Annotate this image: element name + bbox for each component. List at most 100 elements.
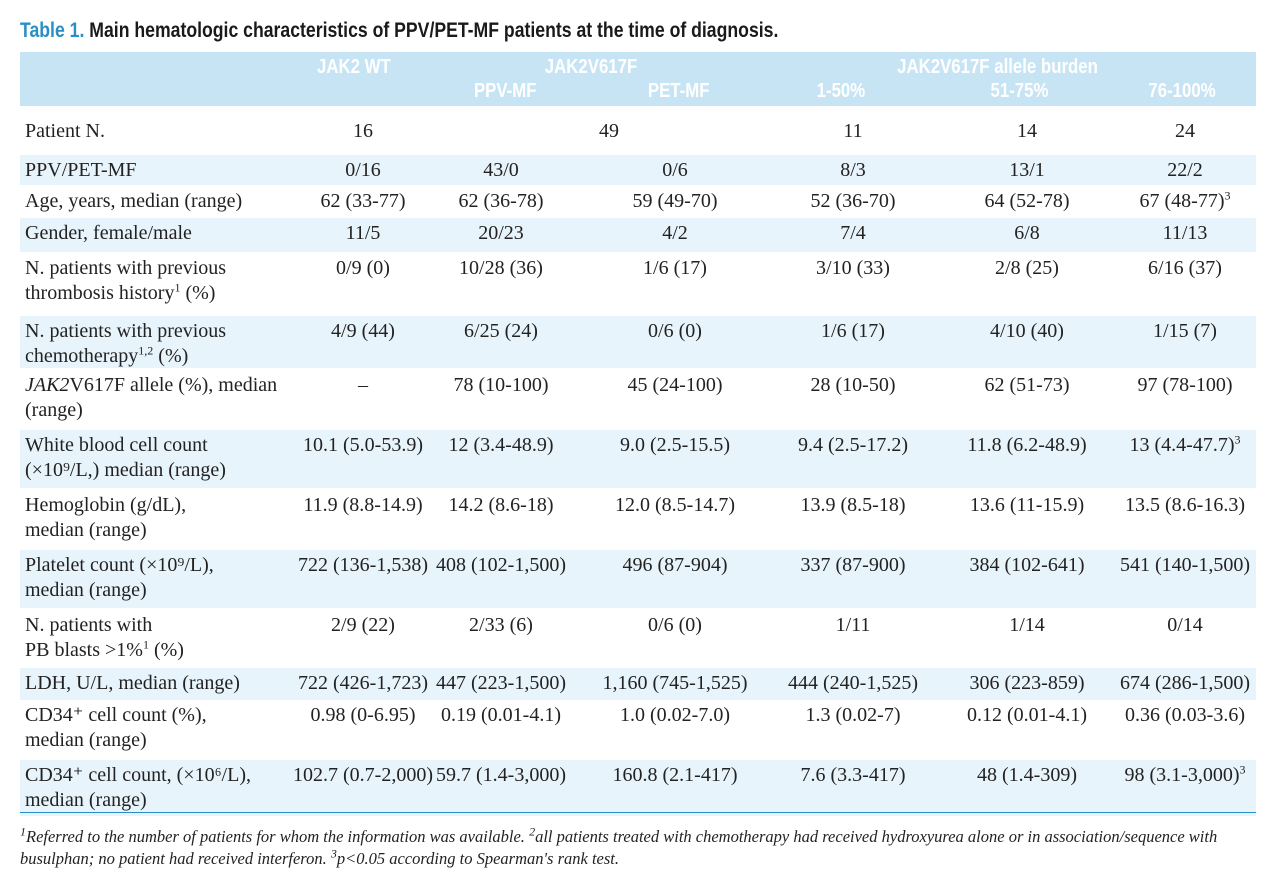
cell-value: 78 (10-100) [453,374,549,396]
row-label: N. patients with previous chemotherapy1,2… [25,319,226,369]
cell-b3: 97 (78-100) [1138,373,1233,398]
cell-wt: 2/9 (22) [331,613,395,638]
cell-value: 1,160 (745-1,525) [602,672,748,694]
table-row: N. patients with PB blasts >1%1 (%) 2/9 (2… [20,610,1256,668]
cell-value: 62 (51-73) [984,374,1070,396]
row-label: JAK2V617F allele (%), median (range) [25,373,277,423]
cell-wt: 722 (136-1,538) [298,553,428,578]
row-label-line: median (range) [25,729,147,751]
row-label-line: Patient N. [25,120,105,142]
cell-value: 67 (48-77) [1139,190,1225,212]
cell-value: 447 (223-1,500) [436,672,566,694]
row-label: Gender, female/male [25,221,192,246]
cell-value: 62 (33-77) [320,190,406,212]
cell-value: 4/10 (40) [990,320,1064,342]
row-label-line: PPV/PET-MF [25,159,137,181]
row-label-line: Hemoglobin (g/dL), [25,494,187,516]
footnote-sup-1: 1 [20,824,26,839]
header-burden-1-50: 1-50% [816,80,866,102]
cell-value: 7/4 [840,222,866,244]
cell-pet: 0/6 (0) [648,613,702,638]
row-label: Age, years, median (range) [25,189,242,214]
cell-value: 0.36 (0.03-3.6) [1125,704,1245,726]
cell-ppv: 12 (3.4-48.9) [449,433,554,458]
cell-ppv: 43/0 [483,158,519,183]
cell-value: 0/9 (0) [336,257,390,279]
cell-b3: 11/13 [1163,221,1208,246]
cell-value: 10/28 (36) [459,257,543,279]
cell-wt: 0/9 (0) [336,256,390,281]
cell-wt: 102.7 (0.7-2,000) [293,763,433,788]
cell-value: 9.4 (2.5-17.2) [798,434,908,456]
cell-value: 11.8 (6.2-48.9) [967,434,1087,456]
cell-value: 11 [843,120,863,142]
cell-value: 45 (24-100) [627,374,723,396]
cell-b2: 11.8 (6.2-48.9) [967,433,1086,458]
header-burden-76-100: 76-100% [1148,80,1216,102]
row-label-line: thrombosis history [25,282,175,304]
cell-value: 541 (140-1,500) [1120,554,1250,576]
cell-value: 64 (52-78) [984,190,1070,212]
cell-value: 6/25 (24) [464,320,538,342]
cell-pet: 4/2 [662,221,688,246]
row-label-line: Gender, female/male [25,222,192,244]
cell-b2: 64 (52-78) [985,189,1070,214]
cell-b2: 62 (51-73) [985,373,1070,398]
row-label: CD34⁺ cell count, (×10⁶/L), median (range… [25,763,251,813]
cell-value: 337 (87-900) [800,554,906,576]
cell-b1: 1/6 (17) [821,319,885,344]
cell-sup: 3 [1239,762,1246,777]
table-row: Gender, female/male 11/5 20/23 4/2 7/4 6/8 11/… [20,218,1256,252]
cell-b3: 24 [1175,119,1195,144]
cell-value: 0/14 [1167,614,1203,636]
cell-value: 24 [1175,120,1195,142]
cell-ppv: 10/28 (36) [459,256,543,281]
cell-value: 408 (102-1,500) [436,554,566,576]
cell-ppv: 447 (223-1,500) [436,671,566,696]
cell-value: 28 (10-50) [810,374,896,396]
header-allele-burden: JAK2V617F allele burden [897,56,1098,78]
row-label-line: median (range) [25,579,147,601]
row-label-line: median (range) [25,789,147,811]
cell-value: 0/6 (0) [648,320,702,342]
cell-wt: 722 (426-1,723) [298,671,428,696]
cell-value: 59 (49-70) [632,190,718,212]
cell-value: 9.0 (2.5-15.5) [620,434,730,456]
cell-b2: 306 (223-859) [970,671,1085,696]
cell-value: 11/5 [345,222,381,244]
row-label: N. patients with previous thrombosis hist… [25,256,226,306]
row-label-line: LDH, U/L, median (range) [25,672,240,694]
cell-sup: 3 [1224,188,1231,203]
cell-value: 674 (286-1,500) [1120,672,1250,694]
cell-value: 7.6 (3.3-417) [800,764,906,786]
cell-wt: 0.98 (0-6.95) [311,703,416,728]
cell-b3: 22/2 [1167,158,1203,183]
row-label-line: Platelet count (×10⁹/L), [25,554,214,576]
cell-ppv: 14.2 (8.6-18) [449,493,554,518]
row-label: Patient N. [25,119,105,144]
row-label-line: chemotherapy [25,345,139,367]
row-label-sup: 1,2 [138,343,154,358]
row-label: Hemoglobin (g/dL), median (range) [25,493,186,543]
cell-value: 0.98 (0-6.95) [310,704,416,726]
cell-value: 2/33 (6) [469,614,533,636]
cell-value: 0.19 (0.01-4.1) [441,704,561,726]
cell-pet: 1.0 (0.02-7.0) [620,703,730,728]
cell-b1: 8/3 [840,158,866,183]
table-row: Age, years, median (range) 62 (33-77) 62 (… [20,186,1256,218]
row-label-line: (×10⁹/L,) median (range) [25,459,226,481]
row-label: N. patients with PB blasts >1%1 (%) [25,613,184,663]
cell-pet: 0/6 [662,158,688,183]
row-label: Platelet count (×10⁹/L), median (range) [25,553,214,603]
table-header: JAK2 WT JAK2V617F JAK2V617F allele burde… [20,52,1256,106]
header-pet-mf: PET-MF [647,80,710,102]
cell-b1: 3/10 (33) [816,256,890,281]
cell-ppv: 2/33 (6) [469,613,533,638]
cell-b2: 48 (1.4-309) [977,763,1077,788]
cell-b3: 67 (48-77)3 [1140,189,1231,214]
cell-value: 59.7 (1.4-3,000) [436,764,566,786]
cell-value: 14.2 (8.6-18) [448,494,554,516]
table-row: PPV/PET-MF 0/16 43/0 0/6 8/3 13/1 22/2 [20,155,1256,185]
footnote-sup-3: 3 [330,846,337,861]
cell-value: 160.8 (2.1-417) [612,764,738,786]
